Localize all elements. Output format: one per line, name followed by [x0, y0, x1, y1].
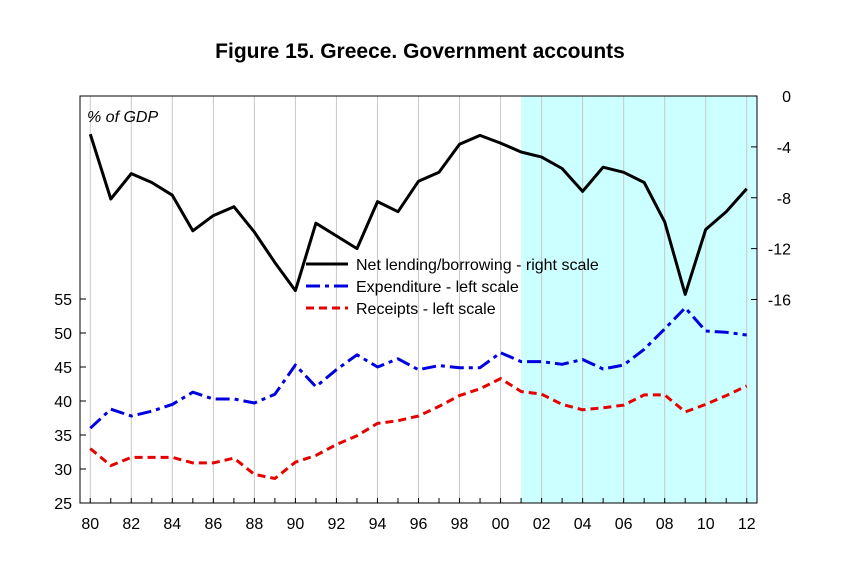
x-tick-label: 94 — [369, 516, 387, 533]
right-tick-label: -8 — [777, 191, 791, 208]
left-tick-label: 55 — [54, 292, 72, 309]
right-tick-label: -16 — [768, 293, 791, 310]
x-tick-label: 80 — [81, 516, 99, 533]
shaded-area — [521, 96, 757, 503]
series-line — [88, 133, 748, 296]
axes: 80 82 84 86 88 90 92 94 96 98 00 02 04 06 08 10 12 25 30 35… — [54, 89, 791, 533]
right-tick-label: 0 — [782, 89, 791, 106]
x-tick-label: 84 — [163, 516, 181, 533]
grid — [89, 96, 748, 503]
x-tick-label: 08 — [656, 516, 674, 533]
x-tick-label: 90 — [287, 516, 305, 533]
right-tick-label: -12 — [768, 242, 791, 259]
x-tick-label: 00 — [492, 516, 510, 533]
left-tick-label: 45 — [54, 360, 72, 377]
x-tick-label: 06 — [615, 516, 633, 533]
x-tick-label: 02 — [533, 516, 551, 533]
right-tick-label: -4 — [777, 140, 791, 157]
legend-label: Receipts - left scale — [356, 301, 496, 318]
series-line — [89, 306, 747, 430]
left-tick-label: 50 — [54, 326, 72, 343]
chart-title: Figure 15. Greece. Government accounts — [215, 40, 625, 63]
legend-label: Net lending/borrowing - right scale — [356, 257, 599, 274]
x-tick-label: 88 — [245, 516, 263, 533]
x-tick-label: 10 — [697, 516, 715, 533]
legend: Net lending/borrowing - right scale Expen… — [306, 257, 599, 318]
unit-label: % of GDP — [87, 109, 158, 126]
x-tick-label: 82 — [122, 516, 140, 533]
left-tick-label: 35 — [54, 428, 72, 445]
x-tick-label: 98 — [451, 516, 469, 533]
left-tick-label: 40 — [54, 394, 72, 411]
series-lines — [88, 133, 748, 480]
x-tick-label: 96 — [410, 516, 428, 533]
left-tick-label: 25 — [54, 496, 72, 513]
series-line — [89, 377, 748, 480]
x-tick-label: 92 — [328, 516, 346, 533]
left-tick-label: 30 — [54, 462, 72, 479]
x-tick-label: 86 — [204, 516, 222, 533]
legend-label: Expenditure - left scale — [356, 279, 519, 296]
x-tick-label: 12 — [738, 516, 756, 533]
shaded-region — [521, 96, 757, 503]
x-tick-label: 04 — [574, 516, 592, 533]
